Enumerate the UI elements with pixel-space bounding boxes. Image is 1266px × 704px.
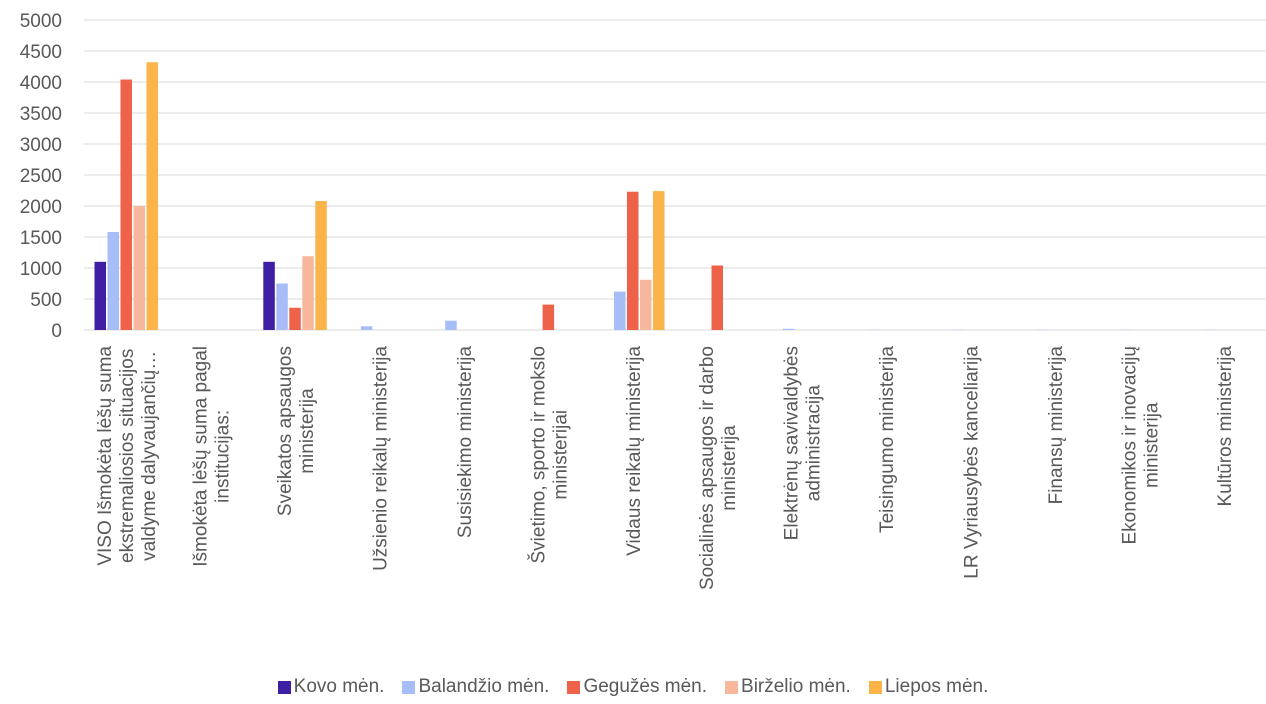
bar <box>445 320 457 330</box>
legend-swatch <box>567 680 581 694</box>
legend-swatch <box>402 680 416 694</box>
x-category-label-line: Elektrėnų savivaldybės <box>782 346 803 540</box>
x-category-label: Susisiekimo ministerija <box>455 346 476 539</box>
bar-chart: 0 500 1000 1500 2000 2500 3000 3500 4000 4500 5000… <box>20 11 1266 590</box>
y-tick-label: 4000 <box>20 73 62 94</box>
x-category-label: Švietimo, sporto ir moksloministerijai <box>527 346 571 564</box>
x-category-label-line: ministerija <box>719 425 740 511</box>
x-category-label: Teisingumo ministerija <box>877 346 898 533</box>
bar <box>640 279 652 330</box>
x-category-label: Išmokėta lėšų suma pagalinstitucijas: <box>191 346 234 567</box>
bar <box>120 79 132 330</box>
x-category-label-line: valdyme dalyvaujančių… <box>139 351 160 561</box>
x-category-label-line: Vidaus reikalų ministerija <box>624 346 645 556</box>
legend-swatch <box>277 680 291 694</box>
x-category-label-line: Švietimo, sporto ir mokslo <box>527 346 549 564</box>
x-category-label-line: Finansų ministerija <box>1046 346 1067 505</box>
legend-item: Birželio mėn. <box>725 676 851 698</box>
bar <box>302 256 314 330</box>
bars <box>94 62 1217 330</box>
bar <box>360 326 373 330</box>
x-category-label-line: institucijas: <box>213 410 234 503</box>
y-tick-label: 1000 <box>20 259 62 280</box>
y-tick-label: 0 <box>51 321 62 342</box>
x-category-label: Sveikatos apsaugosministerija <box>275 346 318 516</box>
bar <box>542 304 555 330</box>
y-tick-label: 500 <box>30 290 62 311</box>
bar <box>263 261 275 330</box>
y-tick-label: 5000 <box>20 11 62 32</box>
bar <box>107 232 119 330</box>
x-category-label: Ekonomikos ir inovacijųministerija <box>1119 346 1162 545</box>
y-tick-label: 2000 <box>20 197 62 218</box>
bar <box>614 291 626 330</box>
x-category-label: VISO Išmokėta lėšų sumaekstremaliosios s… <box>95 346 160 566</box>
x-category-label-line: Išmokėta lėšų suma pagal <box>191 346 212 567</box>
x-category-label-line: Sveikatos apsaugos <box>275 346 296 516</box>
y-tick-label: 3500 <box>20 104 62 125</box>
legend-item: Liepos mėn. <box>868 676 989 698</box>
bar <box>276 283 288 330</box>
bar <box>653 191 665 330</box>
y-axis-ticks: 0 500 1000 1500 2000 2500 3000 3500 4000 4500 5000 <box>20 11 62 342</box>
x-category-label-line: Socialinės apsaugos ir darbo <box>697 346 718 590</box>
bar <box>627 191 639 330</box>
x-category-label-line: Užsienio reikalų ministerija <box>371 346 392 571</box>
legend-swatch <box>725 680 739 694</box>
x-category-label-line: LR Vyriausybės kanceliarija <box>962 346 983 579</box>
legend-label: Kovo mėn. <box>293 676 385 697</box>
x-category-label-line: administracija <box>804 385 825 502</box>
y-tick-label: 2500 <box>20 166 62 187</box>
legend-label: Balandžio mėn. <box>418 676 550 697</box>
x-category-label-line: ministerijai <box>550 410 571 500</box>
x-category-label-line: ekstremaliosios situacijos <box>117 349 138 563</box>
x-category-label-line: Teisingumo ministerija <box>877 346 898 533</box>
x-category-label-line: ministerija <box>297 388 318 474</box>
legend: Kovo mėn. Balandžio mėn. Gegužės mėn. Birže… <box>0 676 1266 698</box>
x-category-label: LR Vyriausybės kanceliarija <box>962 346 983 579</box>
bar <box>94 261 106 330</box>
bar <box>782 328 795 330</box>
x-category-label: Socialinės apsaugos ir darboministerija <box>697 346 740 590</box>
x-category-label-line: Susisiekimo ministerija <box>455 346 476 539</box>
legend-label: Birželio mėn. <box>741 676 851 697</box>
bar <box>711 265 723 330</box>
x-category-label: Kultūros ministerija <box>1215 346 1236 507</box>
gridlines <box>84 19 1266 331</box>
x-category-label-line: Ekonomikos ir inovacijų <box>1119 346 1140 545</box>
x-category-label-line: ministerija <box>1141 402 1162 488</box>
x-category-label: Užsienio reikalų ministerija <box>371 346 392 571</box>
x-category-label-line: VISO Išmokėta lėšų suma <box>95 346 116 566</box>
y-tick-label: 3000 <box>20 135 62 156</box>
bar <box>133 206 145 330</box>
y-tick-label: 1500 <box>20 228 62 249</box>
legend-item: Kovo mėn. <box>277 676 385 698</box>
legend-label: Liepos mėn. <box>884 676 989 697</box>
bar <box>146 62 158 330</box>
bar <box>289 307 301 330</box>
legend-label: Gegužės mėn. <box>583 676 708 697</box>
legend-item: Gegužės mėn. <box>567 676 707 698</box>
bar <box>315 201 327 330</box>
x-category-label: Vidaus reikalų ministerija <box>624 346 645 556</box>
legend-item: Balandžio mėn. <box>402 676 549 698</box>
x-axis-categories: VISO Išmokėta lėšų sumaekstremaliosios s… <box>95 346 1236 590</box>
y-tick-label: 4500 <box>20 42 62 63</box>
x-category-label: Elektrėnų savivaldybėsadministracija <box>782 346 825 540</box>
legend-swatch <box>868 680 882 694</box>
x-category-label: Finansų ministerija <box>1046 346 1067 505</box>
x-category-label-line: Kultūros ministerija <box>1215 346 1236 507</box>
